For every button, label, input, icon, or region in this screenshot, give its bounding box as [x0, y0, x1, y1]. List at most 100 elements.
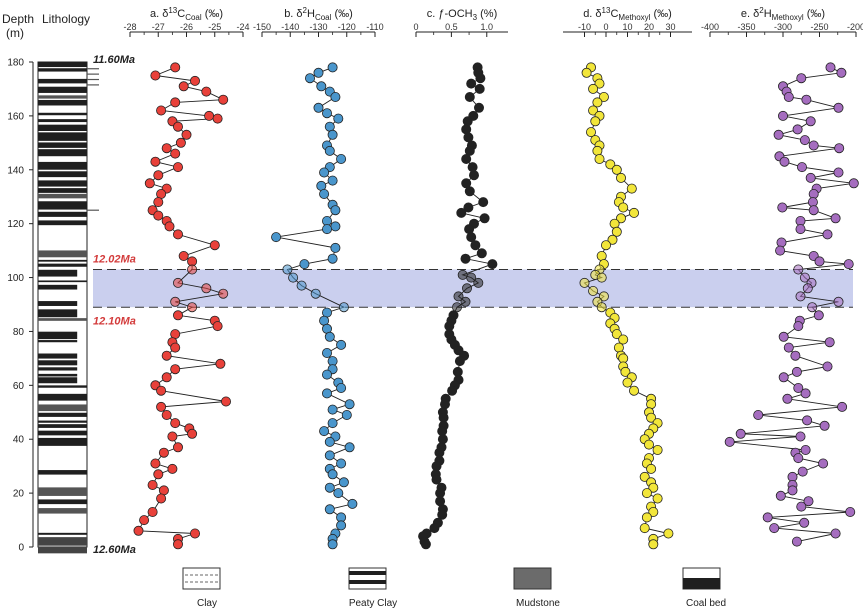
data-point	[330, 242, 341, 253]
data-point	[616, 213, 627, 224]
data-point	[201, 86, 212, 97]
data-point	[837, 401, 848, 412]
lithology-bed	[38, 132, 87, 141]
lithology-bed	[38, 367, 78, 371]
data-point	[321, 388, 332, 399]
depth-header: Depth	[2, 12, 34, 26]
lithology-bed	[38, 193, 87, 199]
data-point	[299, 259, 310, 270]
data-point	[588, 105, 599, 116]
lithology-bed	[38, 430, 87, 436]
lithology-bed	[38, 420, 87, 423]
data-point	[467, 162, 478, 173]
panel-title: b. δ2HCoal (‰)	[284, 6, 353, 22]
lithology-bed	[38, 201, 87, 210]
data-point	[324, 504, 335, 515]
data-point	[646, 463, 657, 474]
lithology-bed	[38, 385, 87, 388]
panel-e: -400 -350 -300 -250 -200 e. δ2HMethoxyl (‰)	[701, 6, 863, 547]
x-tick-label: -200	[847, 22, 863, 32]
lithology-bed	[38, 301, 78, 306]
data-point	[158, 447, 169, 458]
data-point	[271, 232, 282, 243]
x-tick-label: -400	[701, 22, 719, 32]
data-point	[327, 62, 338, 73]
data-point	[172, 121, 183, 132]
data-point	[330, 205, 341, 216]
depth-axis: 0 20 40 60 80 100 120 140 160 180	[7, 58, 34, 554]
data-point	[833, 167, 844, 178]
data-point	[453, 291, 464, 302]
data-point	[775, 245, 786, 256]
data-point	[336, 520, 347, 531]
data-point	[613, 342, 624, 353]
lithology-bed	[38, 259, 87, 262]
data-point	[466, 232, 477, 243]
x-tick-label: 20	[644, 22, 654, 32]
data-point	[663, 528, 674, 539]
lithology-bed	[38, 269, 78, 277]
data-point	[288, 272, 299, 283]
data-point	[800, 444, 811, 455]
data-point	[462, 116, 473, 127]
lithology-bed	[38, 487, 87, 496]
x-tick-label: -110	[366, 22, 383, 32]
x-tick-label: -350	[737, 22, 755, 32]
depth-tick-label: 100	[7, 273, 24, 284]
legend: Clay Peaty Clay Mudstone Coal bed	[182, 567, 726, 609]
data-point	[762, 512, 773, 523]
data-point	[338, 477, 349, 488]
age-label: 12.60Ma	[93, 544, 136, 556]
data-point	[466, 78, 477, 89]
legend-item-mudstone: Mudstone	[513, 567, 560, 609]
data-point	[724, 436, 735, 447]
data-point	[598, 291, 609, 302]
lithology-bed	[38, 532, 87, 535]
x-tick-label: 0.5	[445, 22, 458, 32]
data-point	[344, 442, 355, 453]
data-point	[799, 272, 810, 283]
data-point	[466, 272, 477, 283]
legend-label: Clay	[197, 598, 217, 609]
data-point	[172, 310, 183, 321]
data-point	[172, 229, 183, 240]
data-point	[818, 458, 829, 469]
data-point	[170, 342, 181, 353]
data-point	[769, 523, 780, 534]
panel-a: -28 -27 -26 -25 -24 a. δ13CCoal (‰)	[123, 6, 250, 550]
lithology-bed	[38, 112, 87, 116]
data-point	[478, 197, 489, 208]
data-point	[830, 528, 841, 539]
data-point	[793, 321, 804, 332]
data-point	[596, 272, 607, 283]
data-point	[783, 342, 794, 353]
data-point	[327, 253, 338, 264]
depth-tick-label: 0	[18, 543, 24, 554]
data-point	[579, 277, 590, 288]
chart-panels: -28 -27 -26 -25 -24a. δ13CCoal (‰)-150 -140 -1…	[123, 6, 863, 550]
data-point	[796, 501, 807, 512]
data-point	[178, 81, 189, 92]
data-point	[822, 229, 833, 240]
legend-item-clay: Clay	[182, 567, 221, 609]
data-point	[304, 73, 315, 84]
data-point	[848, 178, 859, 189]
depth-tick-label: 180	[7, 58, 24, 69]
data-point	[618, 202, 629, 213]
data-point	[822, 361, 833, 372]
data-point	[150, 458, 161, 469]
data-point	[797, 162, 808, 173]
lithology-bed	[38, 537, 87, 546]
data-point	[150, 156, 161, 167]
data-point	[327, 175, 338, 186]
data-point	[460, 253, 471, 264]
data-point	[646, 412, 657, 423]
data-point	[327, 539, 338, 550]
data-point	[437, 509, 448, 520]
data-point	[324, 482, 335, 493]
data-point	[153, 210, 164, 221]
data-point	[601, 240, 612, 251]
data-point	[795, 291, 806, 302]
data-point	[204, 110, 215, 121]
data-point	[807, 302, 818, 313]
